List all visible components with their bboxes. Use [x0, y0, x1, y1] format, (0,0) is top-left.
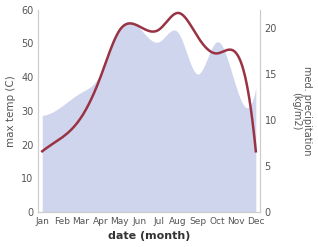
- Y-axis label: max temp (C): max temp (C): [5, 75, 16, 147]
- Y-axis label: med. precipitation
(kg/m2): med. precipitation (kg/m2): [291, 66, 313, 156]
- X-axis label: date (month): date (month): [108, 231, 190, 242]
